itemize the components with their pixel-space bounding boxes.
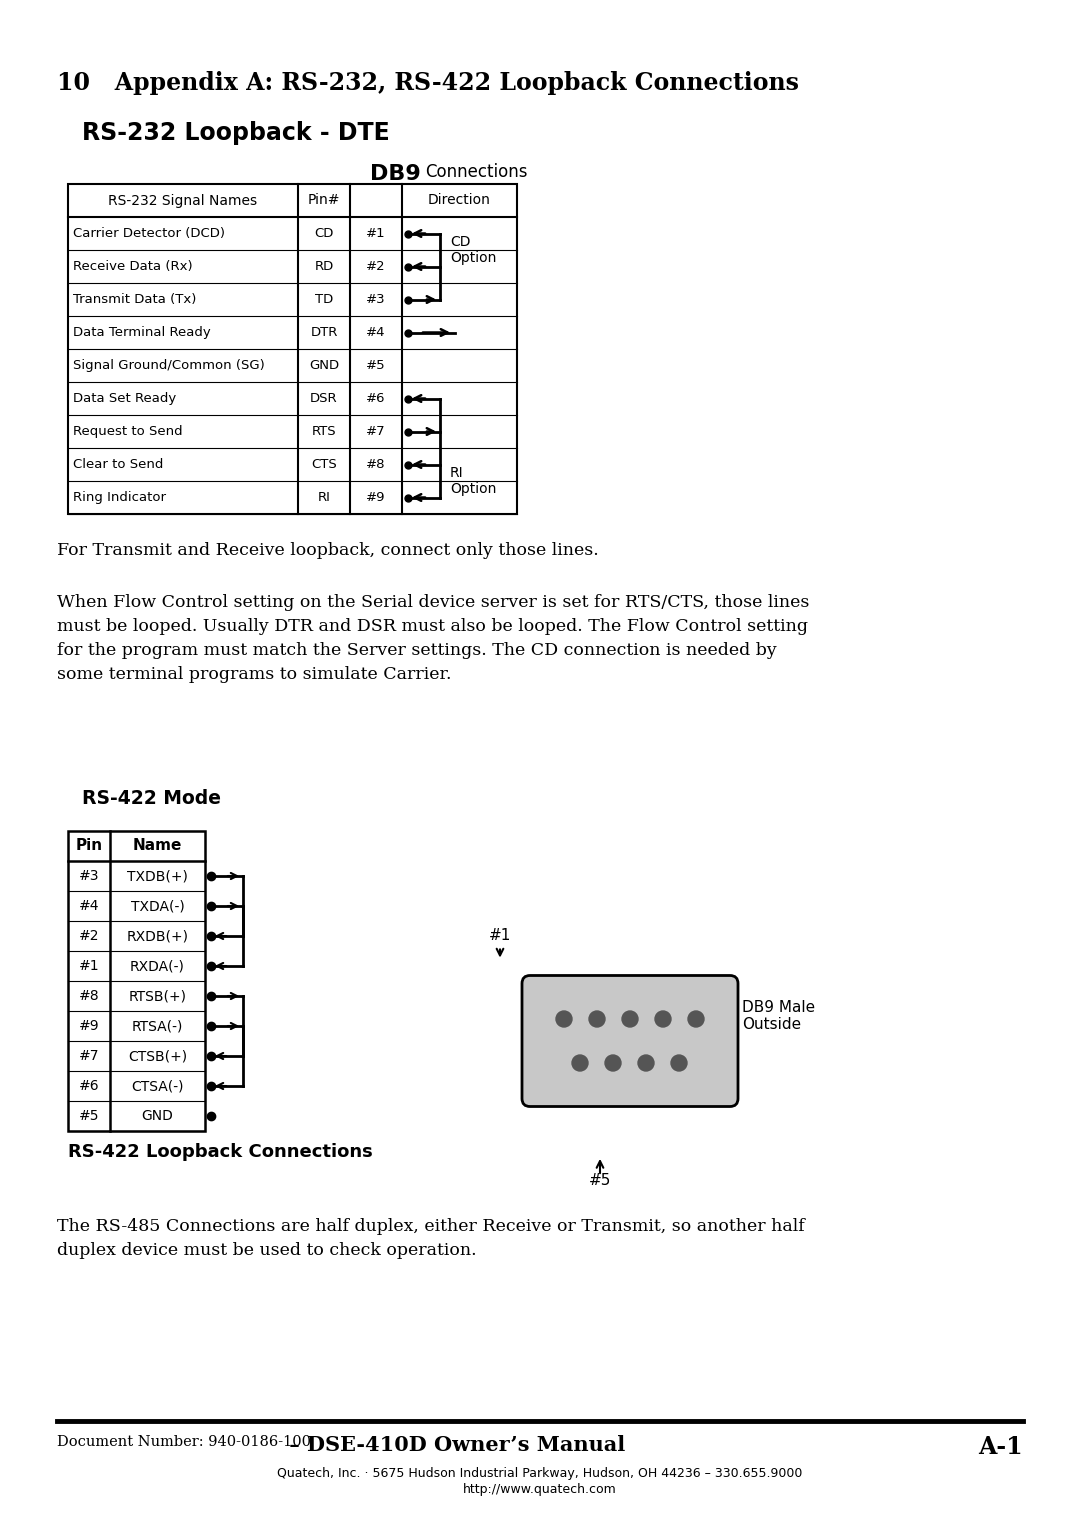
Text: #6: #6 <box>79 1079 99 1093</box>
Text: CD: CD <box>314 226 334 240</box>
FancyBboxPatch shape <box>522 976 738 1107</box>
Circle shape <box>638 1055 654 1070</box>
Text: Pin: Pin <box>76 838 103 853</box>
Circle shape <box>688 1011 704 1027</box>
Text: #4: #4 <box>366 326 386 339</box>
Text: Connections: Connections <box>426 164 527 180</box>
Text: #2: #2 <box>79 930 99 943</box>
Text: #7: #7 <box>79 1049 99 1063</box>
Text: RI
Option: RI Option <box>450 466 497 495</box>
Text: GND: GND <box>309 359 339 372</box>
Text: #3: #3 <box>366 294 386 306</box>
Text: RI: RI <box>318 491 330 505</box>
Circle shape <box>605 1055 621 1070</box>
Text: When Flow Control setting on the Serial device server is set for RTS/CTS, those : When Flow Control setting on the Serial … <box>57 593 809 683</box>
Text: Carrier Detector (DCD): Carrier Detector (DCD) <box>73 226 225 240</box>
Text: 10   Appendix A: RS-232, RS-422 Loopback Connections: 10 Appendix A: RS-232, RS-422 Loopback C… <box>57 70 799 95</box>
Text: #8: #8 <box>79 989 99 1003</box>
Text: RS-422 Loopback Connections: RS-422 Loopback Connections <box>68 1144 373 1161</box>
Text: #2: #2 <box>366 260 386 274</box>
Text: RTSB(+): RTSB(+) <box>129 989 187 1003</box>
Text: CTSB(+): CTSB(+) <box>127 1049 187 1063</box>
Text: #5: #5 <box>589 1173 611 1188</box>
Text: Document Number: 940-0186-100: Document Number: 940-0186-100 <box>57 1436 311 1449</box>
Text: #8: #8 <box>366 459 386 471</box>
Text: #7: #7 <box>366 425 386 437</box>
Text: RTSA(-): RTSA(-) <box>132 1018 184 1034</box>
Circle shape <box>572 1055 588 1070</box>
Text: #1: #1 <box>489 928 511 943</box>
Text: #9: #9 <box>366 491 386 505</box>
Text: TD: TD <box>315 294 333 306</box>
Bar <box>68 183 517 514</box>
Text: TXDB(+): TXDB(+) <box>127 868 188 884</box>
Text: http://www.quatech.com: http://www.quatech.com <box>463 1483 617 1495</box>
Text: RD: RD <box>314 260 334 274</box>
Circle shape <box>671 1055 687 1070</box>
Text: Clear to Send: Clear to Send <box>73 459 163 471</box>
Text: DB9: DB9 <box>370 164 421 183</box>
Text: #1: #1 <box>79 959 99 972</box>
Text: TXDA(-): TXDA(-) <box>131 899 185 913</box>
Text: Direction: Direction <box>428 194 491 208</box>
Text: Pin#: Pin# <box>308 194 340 208</box>
Text: DB9 Male
Outside: DB9 Male Outside <box>742 1000 815 1032</box>
Text: Request to Send: Request to Send <box>73 425 183 437</box>
Text: A-1: A-1 <box>978 1436 1023 1459</box>
Text: RXDB(+): RXDB(+) <box>126 930 189 943</box>
Text: #4: #4 <box>79 899 99 913</box>
Text: Transmit Data (Tx): Transmit Data (Tx) <box>73 294 197 306</box>
Text: DSR: DSR <box>310 391 338 405</box>
Text: For Transmit and Receive loopback, connect only those lines.: For Transmit and Receive loopback, conne… <box>57 541 598 560</box>
Text: #9: #9 <box>79 1018 99 1034</box>
Circle shape <box>654 1011 671 1027</box>
Circle shape <box>589 1011 605 1027</box>
Text: Name: Name <box>133 838 183 853</box>
Text: RXDA(-): RXDA(-) <box>130 959 185 972</box>
Text: CTSA(-): CTSA(-) <box>132 1079 184 1093</box>
Text: RS-422 Mode: RS-422 Mode <box>82 789 221 807</box>
Text: Quatech, Inc. · 5675 Hudson Industrial Parkway, Hudson, OH 44236 – 330.655.9000: Quatech, Inc. · 5675 Hudson Industrial P… <box>278 1466 802 1480</box>
Text: CD
Option: CD Option <box>450 235 497 265</box>
Text: DTR: DTR <box>310 326 338 339</box>
Text: – DSE-410D Owner’s Manual: – DSE-410D Owner’s Manual <box>282 1436 625 1456</box>
Text: RTS: RTS <box>312 425 336 437</box>
Text: RS-232 Loopback - DTE: RS-232 Loopback - DTE <box>82 121 390 145</box>
Text: Data Set Ready: Data Set Ready <box>73 391 176 405</box>
Text: Ring Indicator: Ring Indicator <box>73 491 166 505</box>
Text: #5: #5 <box>79 1109 99 1122</box>
Text: RS-232 Signal Names: RS-232 Signal Names <box>108 194 257 208</box>
Circle shape <box>556 1011 572 1027</box>
Text: #5: #5 <box>366 359 386 372</box>
Text: #3: #3 <box>79 868 99 884</box>
Text: Data Terminal Ready: Data Terminal Ready <box>73 326 211 339</box>
Text: CTS: CTS <box>311 459 337 471</box>
Text: The RS-485 Connections are half duplex, either Receive or Transmit, so another h: The RS-485 Connections are half duplex, … <box>57 1219 805 1260</box>
Text: Receive Data (Rx): Receive Data (Rx) <box>73 260 192 274</box>
Text: Signal Ground/Common (SG): Signal Ground/Common (SG) <box>73 359 265 372</box>
Text: #1: #1 <box>366 226 386 240</box>
Circle shape <box>622 1011 638 1027</box>
Bar <box>68 830 205 1131</box>
Text: GND: GND <box>141 1109 174 1122</box>
Text: #6: #6 <box>366 391 386 405</box>
